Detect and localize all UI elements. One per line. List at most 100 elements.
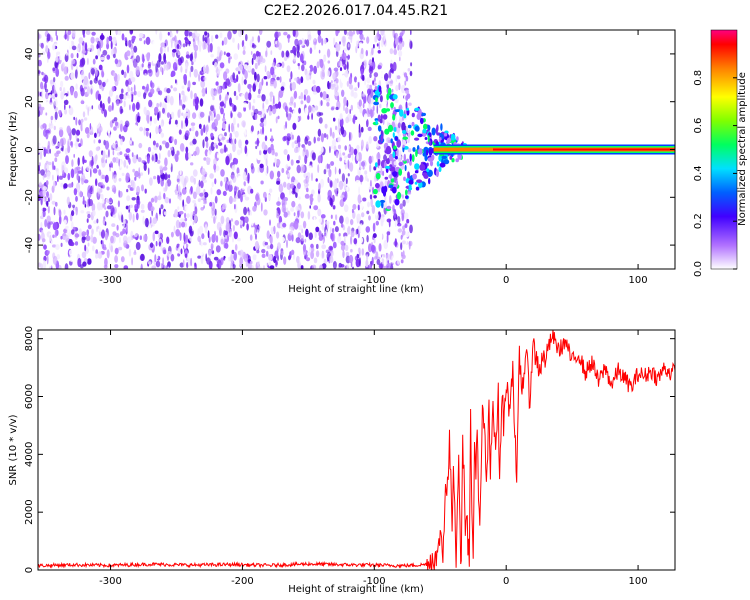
noise-speckle xyxy=(368,135,372,144)
noise-speckle xyxy=(70,87,74,96)
noise-speckle xyxy=(302,243,307,252)
noise-speckle xyxy=(306,187,309,193)
noise-speckle xyxy=(226,181,231,185)
noise-speckle xyxy=(57,142,61,148)
noise-speckle xyxy=(368,95,371,105)
noise-speckle xyxy=(276,231,280,239)
noise-speckle xyxy=(377,30,380,38)
noise-speckle xyxy=(79,64,83,68)
noise-speckle xyxy=(380,216,385,223)
noise-speckle xyxy=(106,186,110,191)
noise-speckle xyxy=(227,184,233,192)
noise-speckle xyxy=(211,245,213,253)
transition-speckle xyxy=(428,177,431,185)
transition-speckle xyxy=(394,198,400,206)
noise-speckle xyxy=(144,188,147,194)
noise-speckle xyxy=(95,253,99,259)
noise-speckle xyxy=(61,157,64,163)
noise-speckle xyxy=(44,219,48,228)
noise-speckle xyxy=(361,154,364,160)
noise-speckle xyxy=(291,234,294,242)
noise-speckle xyxy=(318,143,322,149)
noise-speckle xyxy=(68,105,71,109)
noise-speckle xyxy=(372,57,374,63)
noise-speckle xyxy=(92,236,97,244)
noise-speckle xyxy=(170,253,175,262)
noise-speckle xyxy=(316,61,320,69)
spectrogram-y-tick-label: -20 xyxy=(24,189,35,205)
noise-speckle xyxy=(93,155,97,165)
noise-speckle xyxy=(259,122,265,128)
transition-speckle xyxy=(406,107,409,111)
noise-speckle xyxy=(226,95,229,99)
snr-x-tick-label: 100 xyxy=(629,576,648,587)
noise-speckle xyxy=(69,40,72,49)
noise-speckle xyxy=(205,253,207,262)
noise-speckle xyxy=(395,123,398,128)
noise-speckle xyxy=(91,203,96,212)
noise-speckle xyxy=(152,232,156,242)
noise-speckle xyxy=(222,83,225,90)
noise-speckle xyxy=(394,32,399,38)
noise-speckle xyxy=(85,104,88,110)
noise-speckle xyxy=(246,50,250,60)
noise-speckle xyxy=(203,191,209,198)
noise-speckle xyxy=(401,121,406,132)
noise-speckle xyxy=(293,220,299,230)
noise-speckle xyxy=(199,111,205,118)
noise-speckle xyxy=(256,155,262,161)
transition-speckle xyxy=(423,123,428,130)
noise-speckle xyxy=(143,163,147,171)
noise-speckle xyxy=(290,226,294,231)
noise-speckle xyxy=(74,167,77,175)
noise-speckle xyxy=(369,73,372,78)
noise-speckle xyxy=(212,95,215,101)
noise-speckle xyxy=(398,41,403,51)
noise-speckle xyxy=(176,44,180,49)
transition-speckle xyxy=(409,160,412,166)
noise-speckle xyxy=(210,105,214,112)
transition-speckle xyxy=(394,109,401,113)
transition-speckle xyxy=(414,107,420,112)
noise-speckle xyxy=(182,259,185,268)
noise-speckle xyxy=(281,50,285,58)
noise-speckle xyxy=(97,79,102,86)
noise-speckle xyxy=(383,265,387,269)
noise-speckle xyxy=(127,184,131,189)
noise-speckle xyxy=(402,250,405,258)
noise-speckle xyxy=(400,84,406,94)
noise-speckle xyxy=(313,257,318,264)
noise-speckle xyxy=(283,181,287,188)
spectrogram-y-tick-label: 20 xyxy=(24,95,35,108)
noise-speckle xyxy=(291,134,294,140)
transition-speckle xyxy=(384,128,390,135)
noise-speckle xyxy=(100,229,106,239)
noise-speckle xyxy=(365,49,368,57)
noise-speckle xyxy=(243,127,249,135)
noise-speckle xyxy=(129,258,132,265)
noise-speckle xyxy=(373,129,377,136)
noise-speckle xyxy=(183,74,188,81)
noise-speckle xyxy=(309,47,313,54)
noise-speckle xyxy=(84,127,90,134)
noise-speckle xyxy=(254,97,257,107)
noise-speckle xyxy=(310,247,315,253)
noise-speckle xyxy=(41,212,43,218)
noise-speckle xyxy=(300,254,302,264)
noise-speckle xyxy=(63,183,68,189)
noise-speckle xyxy=(304,238,307,243)
noise-speckle xyxy=(40,263,43,269)
noise-speckle xyxy=(310,243,314,249)
noise-speckle xyxy=(222,203,227,210)
noise-speckle xyxy=(74,69,78,79)
noise-speckle xyxy=(141,47,145,55)
noise-speckle xyxy=(248,101,252,111)
noise-speckle xyxy=(279,76,282,83)
noise-speckle xyxy=(87,213,91,219)
noise-speckle xyxy=(162,166,168,171)
noise-speckle xyxy=(193,92,197,100)
noise-speckle xyxy=(232,236,234,243)
noise-speckle xyxy=(181,120,183,130)
noise-speckle xyxy=(284,105,288,113)
